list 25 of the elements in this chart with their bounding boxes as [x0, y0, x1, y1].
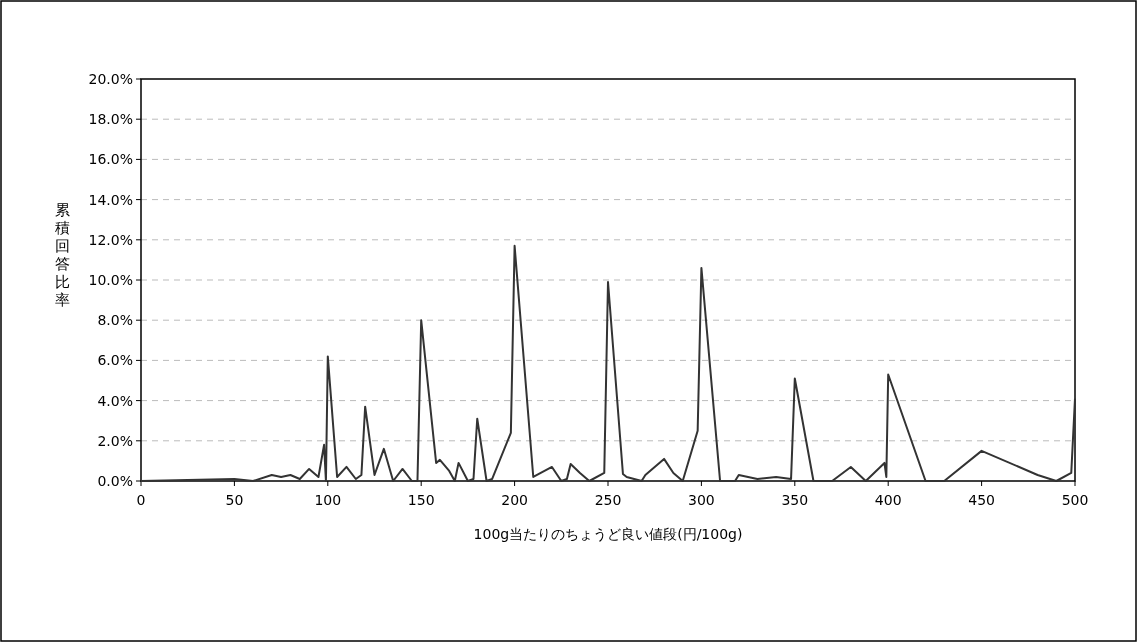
- y-tick-label: 20.0%: [88, 71, 133, 87]
- y-tick-label: 18.0%: [88, 111, 133, 128]
- x-tick-label: 300: [688, 492, 715, 508]
- y-tick-label: 16.0%: [88, 151, 133, 168]
- y-axis-title: 累積回答比率: [54, 201, 70, 309]
- x-tick-label: 100: [314, 492, 342, 508]
- x-tick-label: 0: [136, 492, 146, 508]
- y-tick-label: 0.0%: [97, 473, 133, 489]
- x-tick-label: 400: [874, 492, 902, 508]
- x-tick-label: 450: [968, 492, 995, 508]
- y-tick-label: 14.0%: [88, 191, 133, 208]
- x-tick-label: 250: [594, 492, 622, 508]
- x-axis-title: 100g当たりのちょうど良い値段(円/100g): [473, 526, 743, 542]
- x-tick-label: 50: [225, 492, 244, 508]
- y-tick-label: 8.0%: [97, 312, 133, 329]
- line-series: [140, 244, 1076, 482]
- x-tick-label: 150: [407, 492, 435, 508]
- x-tick-label: 350: [781, 492, 809, 508]
- y-tick-label: 10.0%: [88, 272, 133, 288]
- x-tick-label: 200: [501, 492, 528, 508]
- y-tick-label: 6.0%: [97, 352, 133, 369]
- y-tick-label: 2.0%: [97, 432, 133, 449]
- x-tick-label: 500: [1061, 492, 1089, 508]
- y-tick-label: 12.0%: [88, 231, 133, 248]
- y-tick-label: 4.0%: [97, 392, 133, 409]
